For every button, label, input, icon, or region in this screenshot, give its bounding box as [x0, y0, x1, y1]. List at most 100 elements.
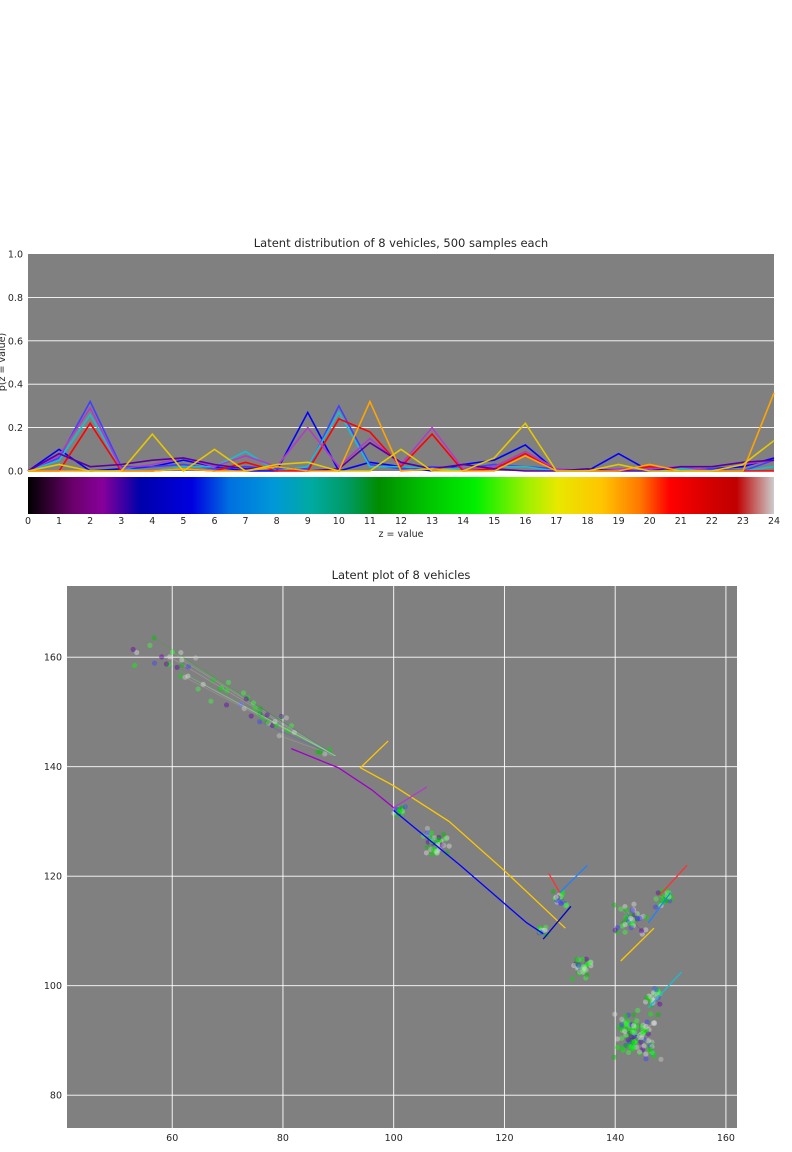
chart2-sample-point: [315, 749, 321, 755]
chart2-sample-point: [630, 1029, 636, 1035]
chart2-sample-point: [400, 805, 406, 811]
chart2-sample-point: [634, 915, 640, 921]
chart2-sample-point: [625, 1012, 631, 1018]
chart2-sample-point: [434, 848, 441, 854]
chart1-x-tick-label: 4: [149, 516, 155, 527]
chart2-sample-point: [654, 991, 660, 997]
chart2-sample-point: [402, 804, 408, 810]
chart2-sample-point: [629, 1025, 635, 1031]
chart2-sample-point: [653, 896, 659, 902]
chart2-sample-point: [649, 1049, 655, 1056]
chart2-sample-point: [563, 903, 569, 909]
chart2-sample-point: [428, 830, 434, 836]
chart1-x-tick-label: 19: [613, 516, 625, 527]
chart2-sample-point: [629, 1036, 635, 1043]
chart2-sample-point: [580, 969, 586, 975]
chart2-sample-point: [622, 921, 628, 928]
chart2-sample-point: [580, 956, 586, 962]
chart2-sample-point: [655, 988, 661, 995]
chart1-title: Latent distribution of 8 vehicles, 500 s…: [254, 236, 548, 250]
chart2-sample-point: [622, 929, 628, 935]
chart2-sample-point: [238, 701, 244, 707]
chart2-sample-point: [651, 1053, 657, 1059]
chart2-sample-point: [624, 907, 630, 913]
chart2-sample-trail: [246, 698, 336, 757]
chart2-sample-point: [575, 965, 582, 971]
chart2-sample-point: [276, 733, 282, 739]
chart2-sample-point: [640, 913, 646, 919]
chart2-sample-point: [646, 993, 652, 999]
chart2-sample-trail: [634, 1026, 638, 1036]
chart2-sample-trail: [556, 897, 561, 901]
chart2-sample-point: [399, 808, 405, 814]
chart2-sample-point: [580, 968, 587, 974]
chart2-sample-point: [576, 970, 582, 977]
chart2-sample-point: [581, 963, 588, 970]
chart2-sample-trail: [577, 967, 583, 970]
chart2-sample-point: [634, 910, 640, 917]
chart2-sample-trail: [240, 703, 336, 757]
chart2-sample-point: [643, 1027, 649, 1033]
chart2-sample-point: [587, 960, 593, 966]
chart2-sample-point: [428, 851, 435, 857]
chart2-sample-trail: [329, 749, 336, 756]
chart2-sample-trail: [653, 989, 657, 997]
chart2-sample-point: [244, 694, 251, 701]
chart2-sample-trail: [637, 1028, 644, 1036]
chart2-sample-trail: [629, 919, 632, 921]
chart2-sample-point: [575, 969, 581, 975]
chart2-sample-point: [583, 975, 589, 981]
chart1-grid: [28, 296, 774, 429]
chart2-sample-point: [634, 1018, 640, 1024]
chart2-sample-point: [225, 679, 232, 685]
chart2-sample-point: [629, 916, 636, 923]
chart2-sample-trail: [625, 916, 632, 921]
chart1-x-tick-label: 21: [675, 516, 687, 527]
chart1-x-tick-label: 1: [56, 516, 62, 527]
chart2-sample-trail: [437, 842, 442, 846]
chart1-x-tick-label: 11: [364, 516, 376, 527]
chart2-sample-point: [655, 1012, 661, 1018]
chart2-sample-point: [631, 1030, 637, 1036]
chart2-sample-point: [640, 1025, 646, 1031]
chart2-sample-trail: [542, 927, 547, 932]
chart2-sample-trail: [437, 837, 448, 844]
chart2-sample-trail: [437, 834, 444, 844]
chart2-sample-point: [240, 690, 247, 696]
chart2-x-tick-label: 100: [385, 1133, 403, 1144]
chart2-sample-point: [638, 1039, 644, 1045]
chart2-sample-point: [629, 1021, 636, 1028]
chart2-sample-point: [643, 1056, 649, 1062]
chart1-x-tick-label: 24: [768, 516, 780, 527]
chart1-y-ticks: 0.0 0.2 0.4 0.6 0.8 1.0: [8, 250, 23, 478]
chart2-sample-point: [620, 1047, 626, 1053]
chart2-sample-point: [218, 685, 224, 691]
chart2-sample-point: [543, 928, 549, 935]
chart2-sample-point: [650, 1051, 656, 1057]
chart2-sample-point: [576, 963, 582, 969]
chart2-sample-trail: [631, 910, 633, 920]
chart2-sample-point: [643, 915, 650, 921]
chart2-sample-point: [581, 966, 587, 972]
chart2-y-tick-label: 100: [44, 981, 62, 992]
chart2-sample-point: [200, 681, 206, 687]
chart2-sample-point: [428, 835, 434, 841]
chart2-sample-point: [636, 1049, 643, 1055]
chart2-sample-point: [394, 806, 400, 812]
chart2-sample-point: [628, 1022, 634, 1028]
chart2-sample-point: [424, 844, 430, 850]
chart2-sample-point: [433, 848, 439, 855]
chart2-sample-trail: [430, 832, 439, 844]
chart2-sample-point: [291, 729, 297, 736]
chart2-sample-point: [577, 967, 583, 973]
chart2-sample-point: [571, 962, 577, 969]
chart2-sample-point: [543, 924, 549, 930]
chart2-y-tick-label: 120: [44, 872, 62, 883]
chart2-sample-point: [151, 660, 158, 666]
chart2-sample-point: [624, 1033, 630, 1040]
chart2-sample-trail: [580, 968, 583, 971]
chart2-sample-trail: [653, 993, 661, 997]
chart2-sample-point: [626, 1043, 633, 1049]
chart2-sample-point: [580, 966, 586, 973]
chart2-sample-trail: [259, 721, 336, 757]
